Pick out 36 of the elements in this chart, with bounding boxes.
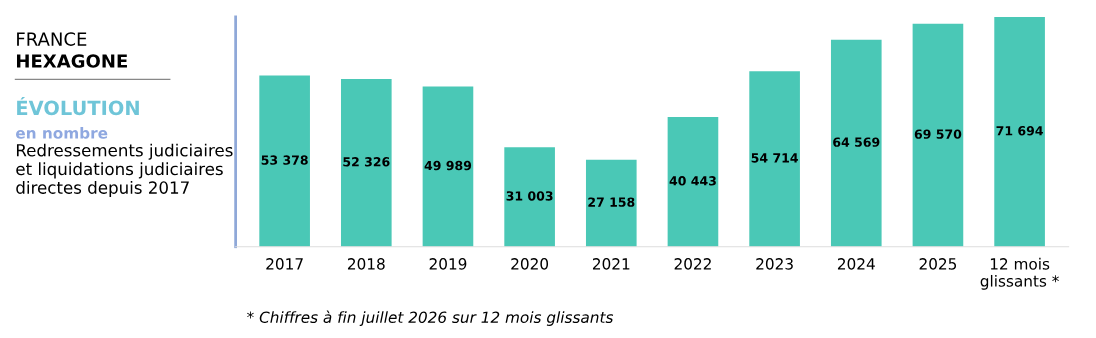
x-tick-label: 2019: [429, 258, 467, 270]
text: * Chiffres à fin juillet 2026 sur 12 mois glissants: [247, 310, 614, 326]
data-label: 52 326: [343, 157, 390, 167]
x-tick-label: 2024: [837, 258, 875, 270]
data-label: 27 158: [588, 197, 635, 207]
bar: [340, 78, 392, 247]
data-label: 49 989: [424, 160, 472, 171]
bar: [504, 147, 555, 247]
bar: [422, 86, 474, 247]
data-label: 71 694: [996, 126, 1043, 136]
x-tick-label: 2018: [347, 258, 385, 270]
text: Redressements judiciaires et liquidations judiciaires directes depuis 2017: [16, 143, 233, 198]
data-label: 64 569: [833, 137, 880, 147]
x-tick-label: 2017: [266, 258, 303, 270]
x-tick-label: 2025: [919, 258, 957, 270]
bar: [994, 16, 1045, 247]
text: FRANCE: [17, 32, 87, 46]
bar: [830, 39, 882, 247]
bar: [585, 159, 637, 247]
bar: [749, 71, 800, 247]
bar: [912, 23, 964, 247]
x-tick-label: 2022: [674, 258, 711, 270]
text: en nombre: [16, 126, 108, 139]
bar: [259, 75, 310, 247]
bar: [667, 117, 719, 247]
x-tick-label: 2020: [511, 258, 549, 270]
data-label: 69 570: [914, 129, 962, 139]
data-label: 40 443: [669, 176, 716, 186]
x-tick-label: 2021: [592, 258, 630, 270]
data-label: 54 714: [751, 153, 798, 163]
data-label: 31 003: [506, 191, 553, 201]
text: ÉVOLUTION: [17, 96, 139, 116]
text: HEXAGONE: [17, 54, 127, 68]
x-tick-label: 2023: [756, 258, 793, 270]
data-label: 53 378: [261, 155, 308, 165]
x-tick-label: 12 mois glissants *: [980, 257, 1059, 290]
